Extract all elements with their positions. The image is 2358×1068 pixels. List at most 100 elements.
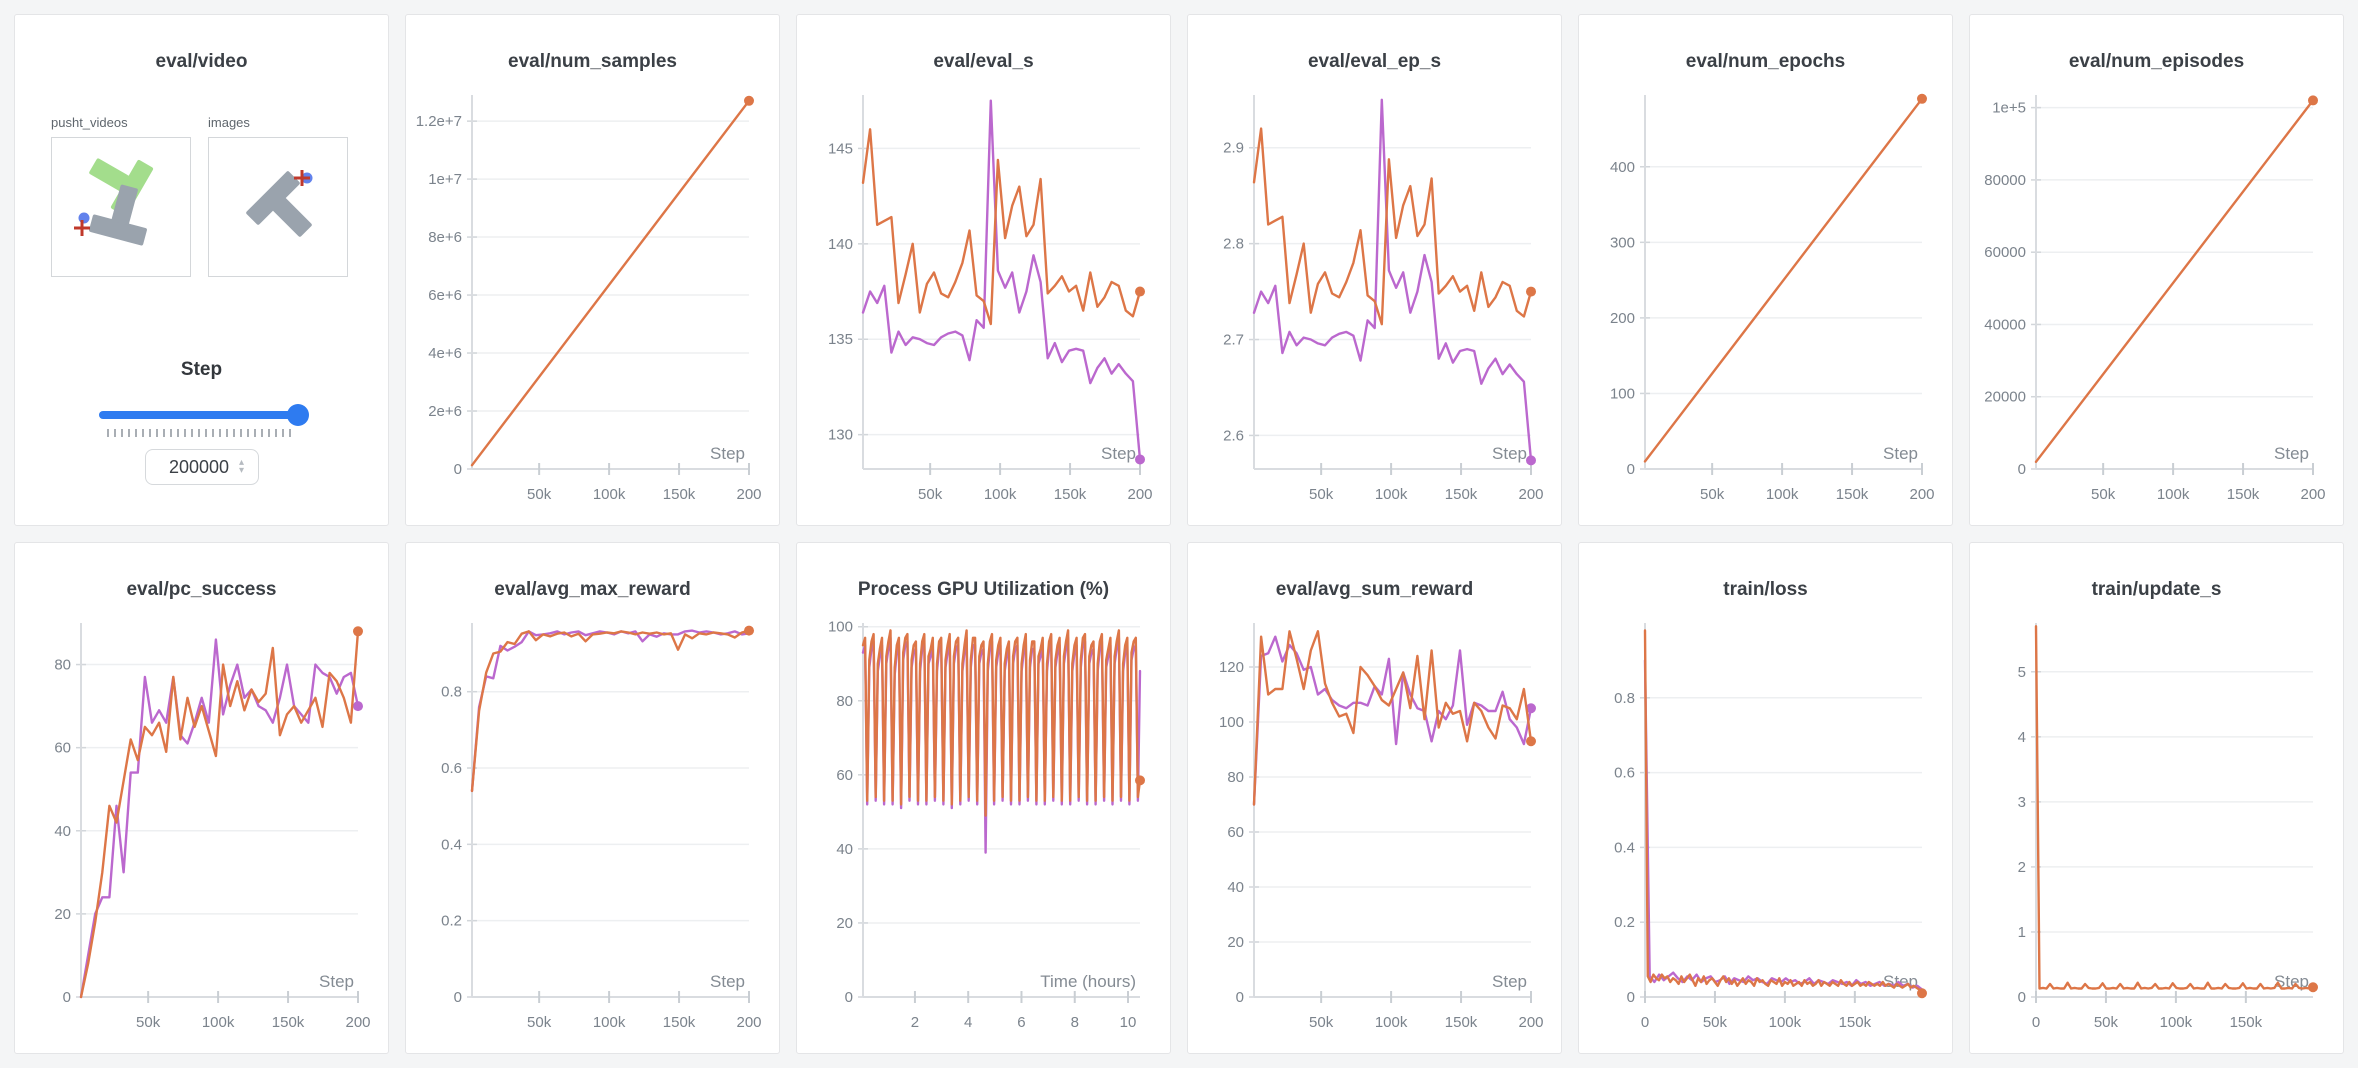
svg-text:200: 200 [1518, 486, 1543, 503]
svg-text:8: 8 [1071, 1014, 1079, 1031]
svg-text:200: 200 [736, 486, 761, 503]
chart-canvas-eval-avg-max-reward[interactable]: 0 0.2 0.4 0.6 0.8 50k 100k 150k 200 Step [414, 609, 771, 1047]
svg-text:Step: Step [710, 972, 745, 991]
chart-title: eval/num_samples [508, 51, 677, 72]
svg-text:140: 140 [828, 236, 853, 253]
svg-text:100k: 100k [1375, 486, 1408, 503]
chart-canvas-eval-avg-sum-reward[interactable]: 0 20 40 60 80 100 120 50k 100k 150k 200 Step [1196, 609, 1553, 1047]
svg-text:50k: 50k [1309, 486, 1334, 503]
svg-text:60: 60 [1227, 824, 1244, 841]
chart-canvas-eval-num-episodes[interactable]: 0 20000 40000 60000 80000 1e+5 50k 100k 150k 200 S… [1978, 81, 2335, 519]
panel-train-update-s[interactable]: train/update_s 0 1 2 3 4 5 0 50k 100k 150k Step [1969, 542, 2344, 1054]
svg-text:0.6: 0.6 [1614, 765, 1635, 782]
panel-eval-avg-max-reward[interactable]: eval/avg_max_reward 0 0.2 0.4 0.6 0.8 50k 100k… [405, 542, 780, 1054]
svg-text:Step: Step [2274, 444, 2309, 463]
svg-text:3: 3 [2018, 794, 2026, 811]
chart-canvas-eval-num-epochs[interactable]: 0 100 200 300 400 50k 100k 150k 200 Step [1587, 81, 1944, 519]
svg-text:8e+6: 8e+6 [428, 229, 462, 246]
chart-canvas-train-loss[interactable]: 0 0.2 0.4 0.6 0.8 0 50k 100k 150k Step [1587, 609, 1944, 1047]
svg-text:150k: 150k [1054, 486, 1087, 503]
svg-text:130: 130 [828, 427, 853, 444]
svg-text:200: 200 [1610, 310, 1635, 327]
svg-text:0.2: 0.2 [441, 913, 462, 930]
svg-text:400: 400 [1610, 159, 1635, 176]
chart-canvas-eval-eval-ep-s[interactable]: 2.6 2.7 2.8 2.9 50k 100k 150k 200 Step [1196, 81, 1553, 519]
svg-text:1: 1 [2018, 924, 2026, 941]
svg-text:150k: 150k [1445, 486, 1478, 503]
svg-text:200: 200 [736, 1014, 761, 1031]
svg-text:100k: 100k [984, 486, 1017, 503]
svg-text:200: 200 [1909, 486, 1934, 503]
panel-process-gpu-utilization[interactable]: Process GPU Utilization (%) 0 20 40 60 80 100… [796, 542, 1171, 1054]
svg-text:200: 200 [1127, 486, 1152, 503]
stepper-down-icon[interactable]: ▾ [238, 465, 245, 476]
stepper-up-icon[interactable]: ▴ [238, 457, 245, 468]
chart-canvas-gpu-utilization[interactable]: 0 20 40 60 80 100 2 4 6 8 10 Time (hours) [805, 609, 1162, 1047]
step-input[interactable] [158, 455, 239, 479]
svg-text:100k: 100k [1375, 1014, 1408, 1031]
svg-text:1.2e+7: 1.2e+7 [416, 113, 462, 130]
chart-title: train/loss [1723, 579, 1808, 600]
panel-eval-num-samples[interactable]: eval/num_samples 0 2e+6 4e+6 6e+6 8e+6 1e+7 1.… [405, 14, 780, 526]
svg-text:40: 40 [836, 841, 853, 858]
svg-text:10: 10 [1120, 1014, 1137, 1031]
svg-text:2.9: 2.9 [1223, 140, 1244, 157]
svg-text:0: 0 [63, 989, 71, 1006]
step-slider-thumb[interactable] [287, 404, 309, 426]
svg-text:0.8: 0.8 [1614, 690, 1635, 707]
svg-text:Step: Step [1101, 444, 1136, 463]
svg-text:0.2: 0.2 [1614, 914, 1635, 931]
svg-text:100k: 100k [593, 486, 626, 503]
svg-text:50k: 50k [2094, 1014, 2119, 1031]
step-slider-label: Step [180, 359, 223, 380]
panel-eval-num-epochs[interactable]: eval/num_epochs 0 100 200 300 400 50k 100k 150k… [1578, 14, 1953, 526]
svg-text:Step: Step [1883, 444, 1918, 463]
svg-text:50k: 50k [1309, 1014, 1334, 1031]
svg-text:50k: 50k [527, 1014, 552, 1031]
gray-t-shape [246, 171, 312, 237]
svg-text:0.4: 0.4 [1614, 839, 1635, 856]
panel-train-loss[interactable]: train/loss 0 0.2 0.4 0.6 0.8 0 50k 100k 150k Step [1578, 542, 1953, 1054]
svg-text:Time (hours): Time (hours) [1040, 972, 1136, 991]
chart-title: Process GPU Utilization (%) [857, 579, 1110, 600]
svg-text:20000: 20000 [1984, 389, 2026, 406]
svg-text:2.6: 2.6 [1223, 427, 1244, 444]
chart-canvas-eval-pc-success[interactable]: 0 20 40 60 80 50k 100k 150k 200 Step [23, 609, 380, 1047]
svg-text:0: 0 [1627, 989, 1635, 1006]
chart-canvas-eval-eval-s[interactable]: 130 135 140 145 50k 100k 150k 200 Step [805, 81, 1162, 519]
svg-text:60000: 60000 [1984, 244, 2026, 261]
step-slider[interactable] [99, 404, 309, 426]
svg-text:100: 100 [1610, 385, 1635, 402]
chart-title: eval/eval_ep_s [1307, 51, 1442, 72]
panel-eval-pc-success[interactable]: eval/pc_success 0 20 40 60 80 50k 100k 150k 200 S… [14, 542, 389, 1054]
chart-title: eval/num_epochs [1685, 51, 1846, 72]
svg-text:100k: 100k [2160, 1014, 2193, 1031]
step-slider-ticks [107, 429, 295, 437]
chart-canvas-eval-num-samples[interactable]: 0 2e+6 4e+6 6e+6 8e+6 1e+7 1.2e+7 50k 100k 150k 20… [414, 81, 771, 519]
gray-t-shape [89, 184, 147, 246]
panel-eval-num-episodes[interactable]: eval/num_episodes 0 20000 40000 60000 80000 1… [1969, 14, 2344, 526]
panel-eval-eval-s[interactable]: eval/eval_s 130 135 140 145 50k 100k 150k 200 St… [796, 14, 1171, 526]
svg-text:50k: 50k [1700, 486, 1725, 503]
svg-text:0: 0 [1236, 989, 1244, 1006]
svg-text:4: 4 [2018, 729, 2026, 746]
svg-text:0: 0 [2018, 989, 2026, 1006]
svg-text:60: 60 [54, 740, 71, 757]
svg-text:150k: 150k [2227, 486, 2260, 503]
svg-text:Step: Step [1492, 444, 1527, 463]
svg-text:150k: 150k [272, 1014, 305, 1031]
svg-text:1e+5: 1e+5 [1992, 100, 2026, 117]
images-thumbnail[interactable] [208, 137, 348, 277]
svg-text:100k: 100k [593, 1014, 626, 1031]
pusht-video-thumbnail[interactable] [51, 137, 191, 277]
step-stepper: ▴ ▾ [238, 457, 245, 476]
svg-text:80: 80 [54, 657, 71, 674]
svg-text:2: 2 [2018, 859, 2026, 876]
panel-eval-video[interactable]: eval/video pusht_videos images [14, 14, 389, 526]
panel-eval-avg-sum-reward[interactable]: eval/avg_sum_reward 0 20 40 60 80 100 120 50k 10… [1187, 542, 1562, 1054]
chart-canvas-train-update-s[interactable]: 0 1 2 3 4 5 0 50k 100k 150k Step [1978, 609, 2335, 1047]
chart-title: eval/num_episodes [2068, 51, 2245, 72]
panel-eval-eval-ep-s[interactable]: eval/eval_ep_s 2.6 2.7 2.8 2.9 50k 100k 150k 20… [1187, 14, 1562, 526]
svg-text:0: 0 [845, 989, 853, 1006]
svg-text:0: 0 [1627, 461, 1635, 478]
